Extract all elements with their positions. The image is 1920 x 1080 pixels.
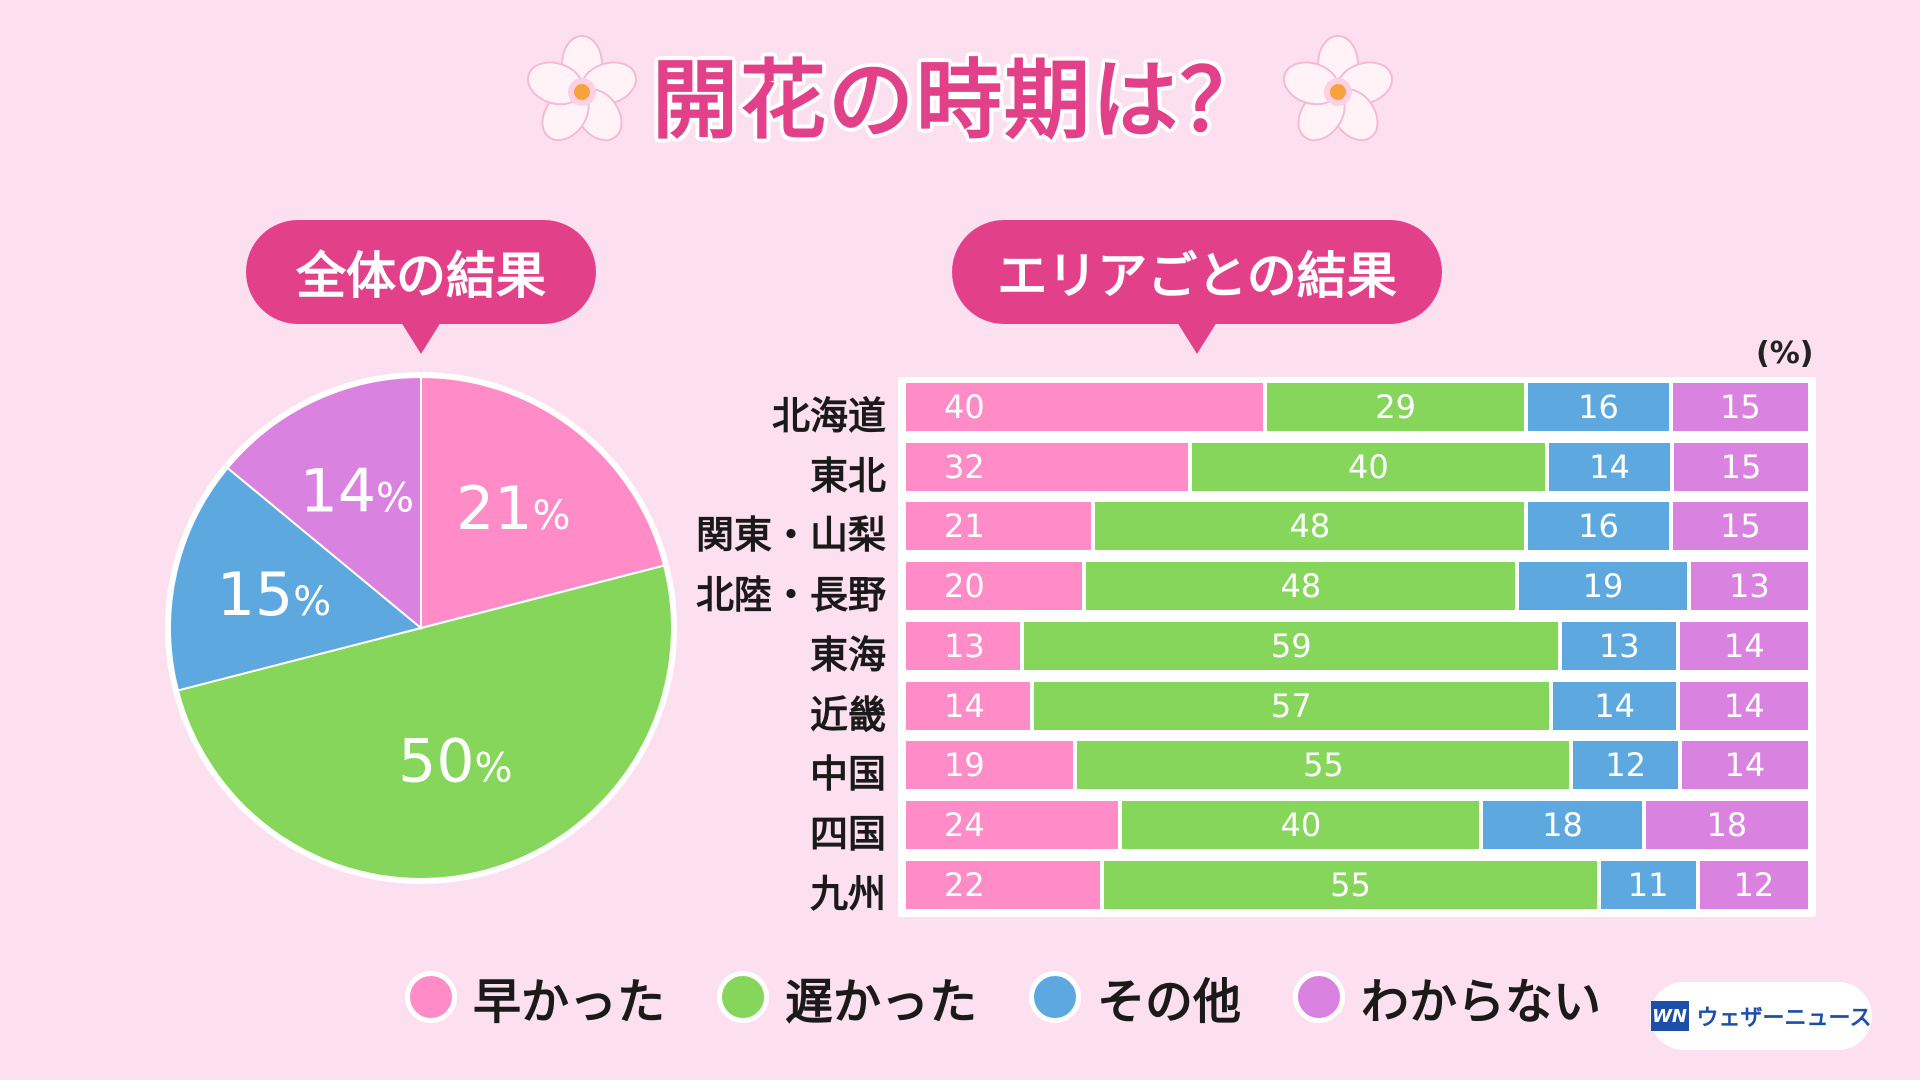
bar-segment: 24 [906,800,1123,849]
bar-segment: 15 [1672,383,1808,431]
brand-name: ウェザーニュース [1696,1006,1872,1031]
legend-swatch [1029,971,1082,1023]
brand-badge: WN ウェザーニュース [1650,982,1872,1050]
unit-label: (%) [1756,336,1814,371]
bar-row-label: 九州 [809,871,886,916]
bar-segment: 22 [906,860,1105,909]
bar-row-label: 東北 [809,453,886,498]
area-stacked-bar-chart: 北海道 40 29 16 15 東北 32 40 14 15 関東・山梨 21 48 16 15 北陸・長野 2… [696,377,1816,917]
bar-segment: 21 [906,502,1096,551]
stacked-bar: 20 48 19 13 [906,562,1808,611]
legend: 早かった 遅かった その他 わからない [405,962,1601,1032]
bar-row: 近畿 14 57 14 14 [810,676,1816,737]
bar-segment: 15 [1672,502,1808,551]
bar-segment: 16 [1528,502,1673,551]
legend-item: 早かった [405,962,665,1032]
bar-segment: 40 [1122,800,1484,849]
stacked-bar: 21 48 16 15 [906,502,1808,551]
bar-segment: 48 [1086,562,1520,611]
pie-slice-other [169,466,424,692]
stacked-bar: 13 59 13 14 [906,621,1808,670]
bar-row: 中国 19 55 12 14 [810,735,1816,796]
bar-row-label: 中国 [809,752,886,797]
cherry-blossom-icon [1283,35,1393,142]
bar-segment: 57 [1033,681,1553,730]
bar-segment: 12 [1573,741,1682,790]
pie-slice-label: 15% [217,560,331,630]
bar-segment: 15 [1674,442,1808,491]
overall-result-heading: 全体の結果 [246,220,596,354]
bar-segment: 59 [1024,621,1562,670]
cherry-blossom-icon [527,35,637,142]
pie-slice-late [176,564,673,880]
bar-row: 四国 24 40 18 18 [810,795,1816,856]
bar-segment: 32 [906,442,1192,491]
pie-slice-unknown [226,375,422,631]
bar-row-label: 北海道 [771,394,886,438]
title-row: 開花の時期は？ [0,32,1920,152]
bar-segment: 40 [1191,442,1549,491]
bar-segment: 11 [1600,860,1700,909]
pie-slice-label: 50% [398,727,512,797]
pie-slice-label: 14% [300,457,414,527]
bar-segment: 14 [1552,681,1681,730]
bar-row: 関東・山梨 21 48 16 15 [696,496,1816,557]
legend-label: 早かった [473,974,666,1030]
bar-segment: 19 [906,741,1078,790]
bar-segment: 18 [1483,800,1646,849]
legend-item: わからない [1293,962,1601,1032]
bar-row-label: 近畿 [809,692,886,737]
page-title: 開花の時期は？ [652,50,1268,151]
bar-segment: 14 [1549,442,1675,491]
stacked-bar: 32 40 14 15 [906,442,1808,491]
bar-segment: 13 [906,621,1025,670]
bar-segment: 20 [906,562,1087,611]
legend-label: その他 [1097,974,1242,1030]
bar-segment: 14 [906,681,1034,730]
bar-segment: 16 [1528,383,1673,431]
bar-segment: 40 [906,383,1267,431]
legend-swatch [1293,971,1346,1023]
bar-row-label: 東海 [809,632,886,677]
bar-row-label: 四国 [809,811,886,856]
bar-segment: 14 [1680,681,1808,730]
legend-swatch [717,971,770,1023]
pie-slice-label: 21% [456,474,570,544]
pie-slice-early [420,375,666,630]
weathernews-logo-icon: WN [1650,1001,1689,1031]
bar-segment: 55 [1104,860,1601,909]
bar-segment: 13 [1561,621,1681,670]
bar-row: 九州 22 55 11 12 [810,855,1816,916]
bar-segment: 55 [1077,741,1574,790]
bar-segment: 13 [1690,562,1808,611]
stacked-bar: 40 29 16 15 [906,383,1808,431]
legend-item: その他 [1029,962,1241,1032]
bar-row: 北陸・長野 20 48 19 13 [696,556,1816,617]
bar-segment: 29 [1266,383,1529,431]
bar-segment: 12 [1699,860,1808,909]
legend-item: 遅かった [717,962,977,1032]
legend-label: わからない [1361,974,1602,1030]
bar-segment: 14 [1680,621,1808,670]
stacked-bar: 14 57 14 14 [906,681,1808,730]
bar-segment: 19 [1519,562,1691,611]
stacked-bar: 22 55 11 12 [906,860,1808,909]
area-result-heading: エリアごとの結果 [952,220,1442,354]
stacked-bar: 24 40 18 18 [906,800,1808,849]
overall-pie-chart: 21% 50% 15% 14% [165,372,677,884]
bar-row: 東北 32 40 14 15 [810,437,1816,498]
bar-row: 東海 13 59 13 14 [810,616,1816,677]
bar-row-label: 関東・山梨 [695,513,886,558]
legend-label: 遅かった [785,974,978,1030]
bar-segment: 18 [1645,800,1808,849]
bar-segment: 48 [1095,502,1529,551]
bar-row: 北海道 40 29 16 15 [772,377,1816,438]
legend-swatch [405,971,457,1023]
bar-row-label: 北陸・長野 [695,573,886,618]
bar-segment: 14 [1681,741,1808,790]
stacked-bar: 19 55 12 14 [906,741,1808,790]
